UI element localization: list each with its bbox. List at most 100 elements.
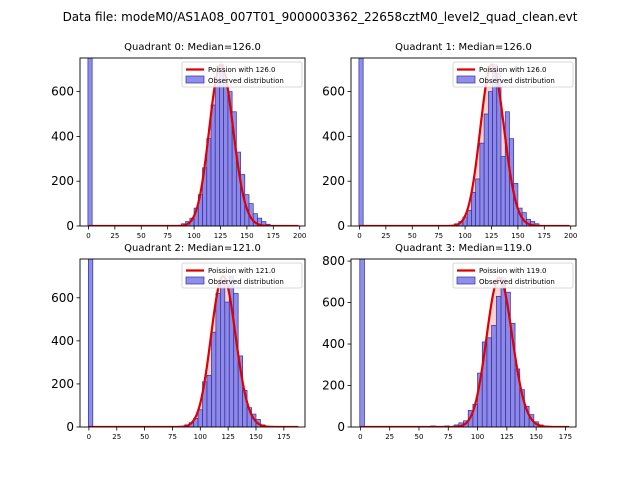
- quadrant-1-bar: [487, 91, 493, 226]
- quadrant-3-axes-frame: [350, 258, 577, 428]
- quadrant-1-plot-area: [358, 58, 570, 226]
- quadrant-1-xtick-label: 100: [458, 232, 471, 240]
- quadrant-2-ytick-label: 0: [66, 420, 74, 434]
- quadrant-2-xtick-label: 0: [87, 433, 91, 441]
- quadrant-2-bar: [220, 280, 226, 427]
- quadrant-1-axes-frame: [350, 57, 577, 227]
- quadrant-0-legend-box: [181, 61, 303, 88]
- quadrant-0-ytick-label: 400: [51, 129, 74, 143]
- quadrant-3-title: Quadrant 3: Median=119.0: [395, 243, 532, 254]
- quadrant-1-xtick-label: 150: [511, 232, 524, 240]
- quadrant-3-ytick-label: 400: [322, 337, 345, 351]
- quadrant-3-legend-bar-swatch: [456, 276, 476, 285]
- quadrant-2-xtick-label: 125: [221, 433, 234, 441]
- quadrant-3-bar: [495, 295, 502, 427]
- quadrant-0-bar-zero: [87, 58, 93, 226]
- quadrant-3-ytick-label: 800: [322, 254, 345, 268]
- quadrant-1-poisson-area: [359, 64, 570, 226]
- quadrant-0-xtick-label: 175: [267, 232, 280, 240]
- quadrant-2-ytick-label: 400: [51, 334, 74, 348]
- quadrant-0-xtick-label: 125: [214, 232, 227, 240]
- quadrant-1-poisson-line: [359, 63, 570, 226]
- quadrant-1-ytick-label: 0: [337, 219, 345, 233]
- quadrant-0-bar: [214, 80, 220, 226]
- quadrant-1-bar: [471, 192, 477, 226]
- quadrant-0-xtick-label: 150: [240, 232, 253, 240]
- quadrant-3-xtick-label: 100: [471, 433, 484, 441]
- quadrant-1-xtick-label: 50: [408, 232, 417, 240]
- quadrant-3-ytick-label: 600: [322, 296, 345, 310]
- quadrant-0-xtick-label: 100: [187, 232, 200, 240]
- quadrant-3-bar: [486, 337, 492, 427]
- quadrant-3-plot-area: [359, 259, 569, 427]
- quadrant-2-panel: Quadrant 2: Median=121.0 0 200 400 600 0 25 50 7…: [51, 243, 306, 441]
- quadrant-1-bar: [466, 209, 472, 226]
- quadrant-1-bar: [479, 142, 485, 226]
- quadrant-2-bar: [233, 293, 239, 427]
- quadrant-2-xtick-label: 175: [277, 433, 290, 441]
- quadrant-1-legend-bar-label: Observed distribution: [479, 77, 555, 85]
- quadrant-0-xtick-label: 75: [163, 232, 172, 240]
- quadrant-1-xtick-label: 175: [538, 232, 551, 240]
- quadrant-2-legend-bar-swatch: [185, 276, 205, 285]
- quadrant-2-axes-frame: [79, 258, 306, 428]
- quadrant-3-bar-zero: [359, 259, 365, 427]
- quadrant-0-poisson-area: [88, 64, 299, 226]
- quadrant-0-title: Quadrant 0: Median=126.0: [124, 42, 261, 53]
- quadrant-1-ytick-label: 400: [322, 129, 345, 143]
- quadrant-2-poisson-line: [88, 275, 299, 427]
- quadrant-3-legend-bar-label: Observed distribution: [479, 278, 555, 286]
- quadrant-2-bar: [211, 331, 217, 427]
- quadrant-2-title: Quadrant 2: Median=121.0: [124, 243, 261, 254]
- quadrant-2-xtick-label: 150: [249, 433, 262, 441]
- quadrant-1-xtick-label: 75: [434, 232, 443, 240]
- quadrant-2-xtick-label: 100: [194, 433, 207, 441]
- quadrant-3-legend-line-label: Poission with 119.0: [479, 267, 547, 275]
- quadrant-2-plot-area: [88, 259, 299, 427]
- quadrant-0-bar: [223, 82, 229, 226]
- quadrant-2-legend-bar-label: Observed distribution: [208, 278, 284, 286]
- quadrant-1-legend-bar-swatch: [456, 75, 476, 84]
- figure-title: Data file: modeM0/AS1A08_007T01_90000033…: [63, 10, 578, 24]
- quadrant-0-ytick-label: 600: [51, 85, 74, 99]
- quadrant-3-panel: Quadrant 3: Median=119.0 0 200 400 600 800 0 25…: [322, 243, 577, 441]
- quadrant-0-ytick-label: 200: [51, 174, 74, 188]
- quadrant-0-ytick-label: 0: [66, 219, 74, 233]
- quadrant-3-xtick-label: 0: [358, 433, 362, 441]
- quadrant-3-xtick-label: 25: [385, 433, 394, 441]
- quadrant-3-xtick-label: 50: [415, 433, 424, 441]
- quadrant-0-poisson-line: [88, 63, 299, 226]
- quadrant-2-legend-line-label: Poission with 121.0: [208, 267, 276, 275]
- quadrant-3-xtick-label: 150: [529, 433, 542, 441]
- quadrant-1-ytick-label: 600: [322, 85, 345, 99]
- quadrant-0-panel: Quadrant 0: Median=126.0 0 200 400 600 0 25 50 7…: [51, 42, 306, 240]
- quadrant-0-legend-line-label: Poission with 126.0: [208, 66, 276, 74]
- quadrant-0-bar: [261, 221, 267, 226]
- quadrant-3-legend-box: [452, 262, 574, 289]
- quadrant-0-bar: [210, 104, 216, 226]
- quadrant-1-bar: [492, 64, 498, 226]
- quadrant-2-bar: [206, 374, 212, 427]
- quadrant-1-bar: [483, 113, 489, 226]
- quadrant-2-legend-box: [181, 262, 303, 289]
- quadrant-1-legend-line-label: Poission with 126.0: [479, 66, 547, 74]
- quadrant-3-xtick-label: 175: [559, 433, 572, 441]
- quadrant-0-xtick-label: 200: [293, 232, 306, 240]
- quadrant-2-xtick-label: 50: [140, 433, 149, 441]
- quadrant-1-title: Quadrant 1: Median=126.0: [395, 42, 532, 53]
- quadrant-0-axes-frame: [79, 57, 306, 227]
- quadrant-2-xtick-label: 25: [112, 433, 121, 441]
- quadrant-0-legend-bar-swatch: [185, 75, 205, 84]
- quadrant-1-xtick-label: 25: [381, 232, 390, 240]
- quadrant-3-poisson-area: [360, 277, 569, 427]
- quadrant-1-bar: [475, 178, 481, 226]
- quadrant-2-bar: [224, 301, 230, 427]
- quadrant-3-poisson-line: [360, 276, 569, 427]
- quadrant-2-poisson-area: [88, 276, 299, 427]
- quadrant-0-xtick-label: 25: [110, 232, 119, 240]
- quadrant-2-ytick-label: 600: [51, 291, 74, 305]
- quadrant-2-bar: [215, 293, 221, 427]
- quadrant-2-bar: [197, 409, 203, 427]
